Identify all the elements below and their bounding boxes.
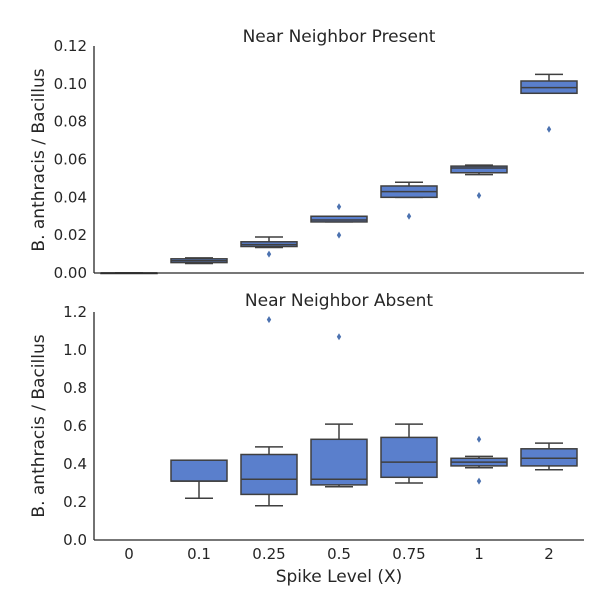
panel-near-neighbor-absent: Near Neighbor Absent B. anthracis / Baci…: [29, 291, 584, 587]
y-tick-label: 0.6: [63, 417, 87, 435]
x-tick-label: 0: [124, 545, 134, 563]
box-iqr: [310, 215, 368, 223]
box-0.25: [240, 316, 298, 507]
box-iqr: [520, 448, 578, 467]
box-iqr: [240, 453, 298, 496]
y-tick-labels: 0.00 0.02 0.04 0.06 0.08 0.10 0.12: [54, 37, 87, 282]
box-1: [450, 435, 508, 485]
box-iqr: [310, 438, 368, 486]
y-tick-label: 0.4: [63, 455, 87, 473]
y-tick-label: 0.02: [54, 226, 87, 244]
outlier-point: [336, 231, 342, 239]
y-tick-label: 0.8: [63, 379, 87, 397]
x-tick-label: 0.75: [392, 545, 425, 563]
chart-title: Near Neighbor Absent: [245, 291, 434, 311]
y-tick-label: 0.12: [54, 37, 87, 55]
y-tick-label: 0.0: [63, 531, 87, 549]
outlier-point: [406, 212, 412, 220]
outlier-point: [476, 477, 482, 485]
box-0.25: [240, 236, 298, 258]
x-tick-labels: 0 0.1 0.25 0.5 0.75 1 2: [124, 545, 554, 563]
y-tick-label: 1.2: [63, 303, 87, 321]
x-tick-label: 0.1: [187, 545, 211, 563]
box-0.5: [310, 333, 368, 488]
y-axis-label: B. anthracis / Bacillus: [29, 334, 49, 517]
outlier-point: [546, 125, 552, 133]
box-2: [520, 442, 578, 471]
boxes: [100, 73, 578, 275]
outlier-point: [266, 250, 272, 258]
y-tick-label: 0.06: [54, 151, 87, 169]
box-0.75: [380, 423, 438, 484]
x-tick-label: 0.25: [252, 545, 285, 563]
y-tick-label: 0.2: [63, 493, 87, 511]
y-tick-label: 0.00: [54, 264, 87, 282]
box-0.1: [170, 459, 228, 499]
y-axis-label: B. anthracis / Bacillus: [29, 68, 49, 251]
y-tick-label: 1.0: [63, 341, 87, 359]
box-0.1: [170, 257, 228, 265]
boxes: [170, 316, 578, 507]
panel-near-neighbor-present: Near Neighbor Present B. anthracis / Bac…: [29, 27, 584, 282]
outlier-point: [336, 203, 342, 211]
outlier-point: [476, 435, 482, 443]
y-tick-label: 0.10: [54, 75, 87, 93]
box-iqr: [380, 436, 438, 479]
box-iqr: [170, 459, 228, 482]
y-tick-label: 0.04: [54, 188, 87, 206]
x-tick-label: 1: [474, 545, 484, 563]
box-2: [520, 73, 578, 133]
box-0.75: [380, 181, 438, 220]
y-tick-labels: 0.0 0.2 0.4 0.6 0.8 1.0 1.2: [63, 303, 87, 549]
outlier-point: [266, 316, 272, 324]
x-tick-label: 2: [544, 545, 554, 563]
x-tick-label: 0.5: [327, 545, 351, 563]
chart-title: Near Neighbor Present: [243, 27, 436, 47]
box-0.5: [310, 203, 368, 239]
box-iqr: [450, 165, 508, 174]
y-tick-label: 0.08: [54, 113, 87, 131]
x-axis-label: Spike Level (X): [276, 567, 403, 587]
box-1: [450, 164, 508, 199]
outlier-point: [476, 191, 482, 199]
outlier-point: [336, 333, 342, 341]
